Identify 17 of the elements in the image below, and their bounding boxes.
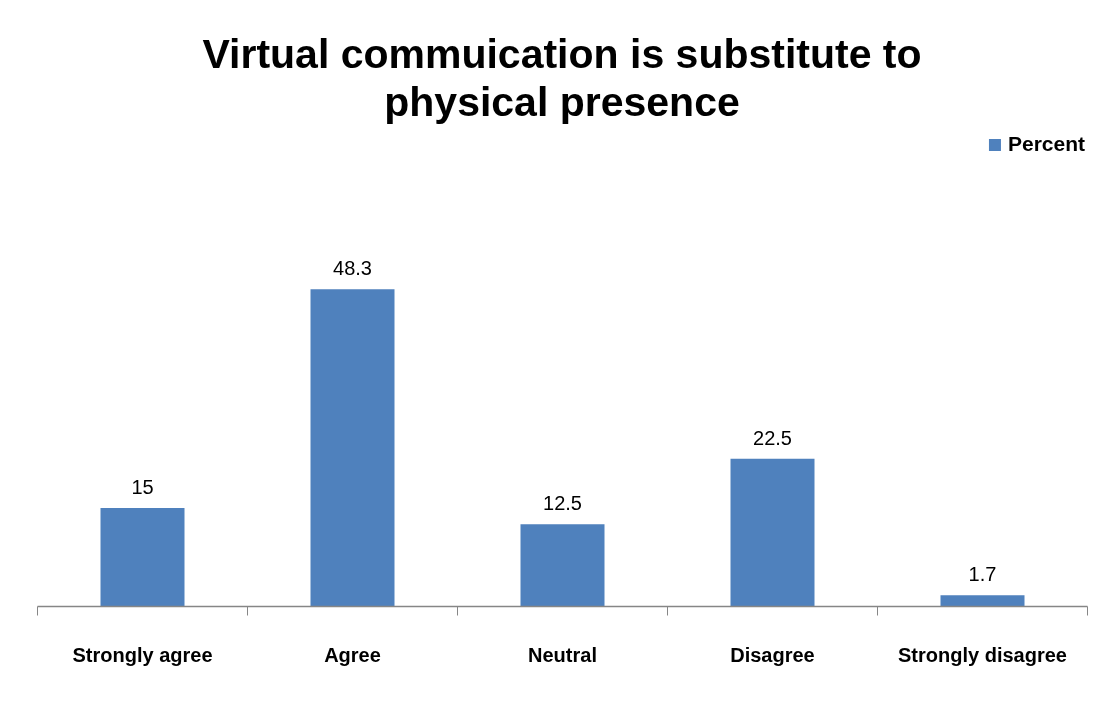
bar xyxy=(310,289,395,607)
x-tick-label: Agree xyxy=(324,643,381,666)
data-label: 1.7 xyxy=(968,563,997,586)
data-label: 48.3 xyxy=(333,257,372,280)
x-tick-label: Strongly agree xyxy=(72,643,213,666)
bar xyxy=(100,507,185,607)
bar xyxy=(520,524,605,607)
data-label: 12.5 xyxy=(543,492,582,515)
bar xyxy=(940,595,1025,607)
x-tick-label: Strongly disagree xyxy=(898,643,1067,666)
data-label: 15 xyxy=(131,475,154,498)
legend-label: Percent xyxy=(1007,132,1085,156)
x-tick-label: Neutral xyxy=(528,643,597,666)
x-tick-label: Disagree xyxy=(730,643,815,666)
bar xyxy=(730,458,815,607)
data-label: 22.5 xyxy=(753,426,792,449)
chart-title: Virtual commuication is substitute to physical presence xyxy=(202,30,922,126)
